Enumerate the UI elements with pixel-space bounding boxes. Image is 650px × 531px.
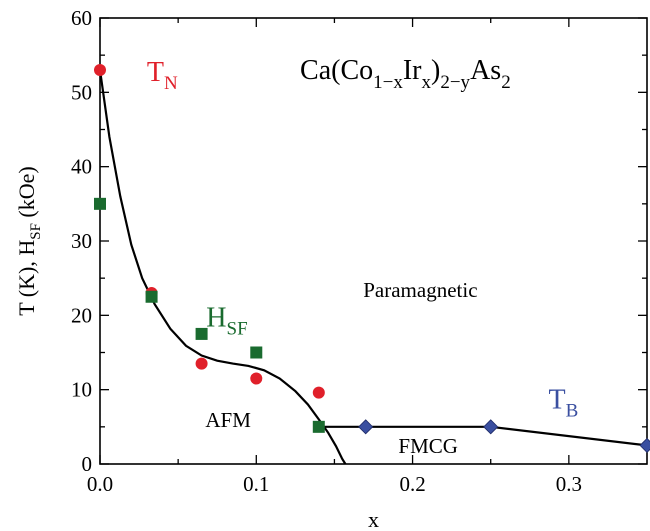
- y-tick-label: 60: [71, 6, 92, 30]
- point-t-n: [94, 64, 106, 77]
- region-label-fmcg: FMCG: [398, 434, 458, 458]
- y-tick-label: 0: [82, 452, 93, 476]
- labels: x T (K), HSF (kOe) TN HSF TB Paramagnetic AFM F…: [14, 55, 578, 531]
- point-t-b: [483, 419, 499, 435]
- region-label-afm: AFM: [205, 408, 251, 432]
- region-label-paramagnetic: Paramagnetic: [363, 278, 477, 302]
- point-t-n: [195, 357, 208, 370]
- y-tick-label: 10: [71, 378, 92, 402]
- y-axis-title-sub: SF: [28, 223, 44, 240]
- y-tick-label: 30: [71, 229, 92, 253]
- ticks: 0.0 0.1 0.2 0.3 0 10 20 30 40 50 60: [71, 6, 647, 496]
- point-t-n: [312, 386, 325, 399]
- data-points: [94, 64, 650, 453]
- point-h-sf: [312, 420, 325, 433]
- x-axis-title: x: [368, 507, 379, 531]
- y-tick-label: 40: [71, 155, 92, 179]
- x-tick-label: 0.1: [243, 472, 269, 496]
- point-h-sf: [250, 346, 263, 359]
- AFM-phase-boundary: [98, 69, 347, 465]
- y-tick-label: 50: [71, 80, 92, 104]
- point-h-sf: [145, 290, 158, 303]
- y-tick-label: 20: [71, 303, 92, 327]
- point-t-b: [639, 437, 650, 453]
- y-axis-title: T (K), HSF (kOe): [14, 166, 44, 315]
- compound-formula: Ca(Co1−xIrx)2−yAs2: [300, 55, 511, 93]
- point-h-sf: [195, 327, 208, 340]
- x-tick-label: 0.3: [556, 472, 582, 496]
- point-h-sf: [94, 197, 106, 210]
- x-tick-label: 0.0: [87, 472, 113, 496]
- y-axis-title-unit: (kOe): [14, 166, 39, 223]
- series-label-h-sf: HSF: [206, 302, 247, 339]
- series-label-t-n: TN: [147, 57, 178, 94]
- series-label-t-b: TB: [549, 384, 579, 421]
- y-axis-title-main: T (K), H: [14, 240, 39, 316]
- point-t-b: [358, 419, 374, 435]
- point-t-n: [250, 372, 263, 385]
- x-tick-label: 0.2: [399, 472, 425, 496]
